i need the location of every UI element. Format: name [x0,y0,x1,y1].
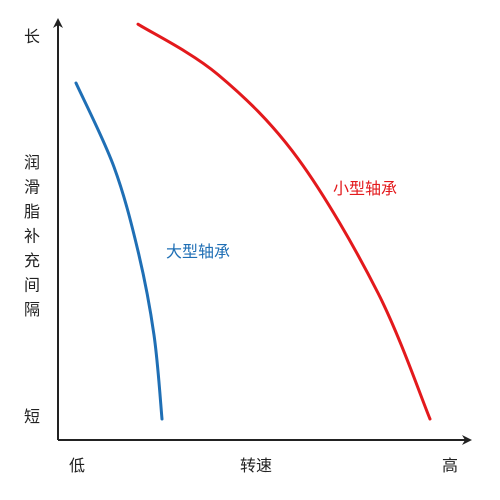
y-tick-label-low: 短 [24,407,40,426]
y-tick-label-high: 长 [24,27,40,46]
y-axis-title-char: 补 [24,227,40,246]
x-tick-label-high: 高 [442,456,458,475]
y-axis-title-char: 脂 [24,202,40,221]
y-axis-title-char: 充 [24,251,40,270]
x-axis-title: 转速 [240,456,272,475]
series-line-large-bearing [74,81,164,421]
y-axis-title-char: 间 [24,276,40,295]
series-label-large-bearing: 大型轴承 [166,242,230,261]
series-label-small-bearing: 小型轴承 [333,179,397,198]
y-axis-title-char: 滑 [24,178,40,197]
y-axis-title-char: 润 [24,153,40,172]
x-tick-label-low: 低 [69,456,85,475]
y-axis-title-char: 隔 [24,300,40,319]
series-line-small-bearing [136,22,432,421]
